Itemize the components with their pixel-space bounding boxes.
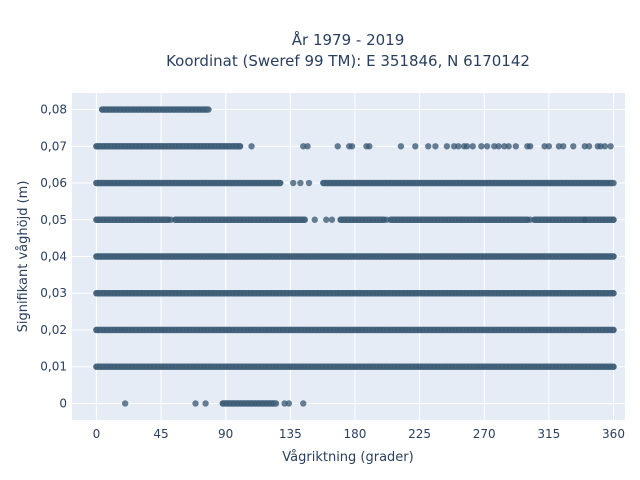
scatter-point [505,143,512,150]
scatter-point [276,179,283,187]
scatter-point [300,400,307,407]
scatter-point [495,143,502,150]
scatter-point [304,143,311,150]
x-tick-label: 90 [218,427,233,441]
scatter-point [585,143,593,150]
y-tick-label: 0,05 [40,213,67,227]
scatter-point [478,143,485,150]
scatter-point [328,216,336,223]
point-band [93,290,617,297]
x-axis-title: Vågriktning (grader) [282,450,413,465]
scatter-point [601,143,609,150]
point-band [93,216,617,223]
scatter-point [203,106,210,113]
scatter-point [323,216,330,223]
scatter-point [607,143,614,150]
scatter-point [383,216,390,223]
chart-title: År 1979 - 2019 Koordinat (Sweref 99 TM):… [166,30,530,70]
y-tick-label: 0,08 [40,103,67,117]
x-axis-ticks: 0 45 90 135 180 225 270 315 360 [93,427,625,441]
point-band [93,143,614,150]
scatter-point [121,400,129,407]
scatter-point [560,143,567,150]
y-tick-label: 0 [59,396,67,410]
scatter-point [610,216,617,223]
x-tick-label: 225 [408,427,431,441]
x-tick-label: 270 [473,427,496,441]
scatter-point [397,143,405,150]
y-tick-label: 0,07 [40,139,67,153]
scatter-point [455,143,462,150]
scatter-point [610,363,617,370]
scatter-point [297,179,304,187]
y-tick-label: 0,04 [40,250,67,264]
chart-title-line-1: År 1979 - 2019 [292,30,405,49]
point-band [121,400,307,407]
scatter-point [463,143,471,150]
scatter-point [305,179,313,187]
scatter-point [236,143,244,150]
x-tick-label: 0 [93,427,101,441]
y-axis-ticks: 0 0,01 0,02 0,03 0,04 0,05 0,06 0,07 0,08 [40,103,67,411]
point-band [98,106,212,113]
scatter-point [334,143,341,150]
scatter-point [192,400,199,407]
x-tick-label: 180 [344,427,367,441]
y-tick-label: 0,01 [40,360,67,374]
x-tick-label: 135 [279,427,302,441]
y-tick-label: 0,02 [40,323,67,337]
y-tick-label: 0,06 [40,176,67,190]
x-tick-label: 45 [153,427,168,441]
scatter-point [527,216,534,223]
scatter-point [269,400,277,407]
y-tick-label: 0,03 [40,286,67,300]
scatter-point [167,216,175,223]
scatter-point [483,143,491,150]
scatter-point [412,143,419,150]
scatter-point [202,400,209,407]
scatter-point [425,143,432,150]
scatter-point [443,143,451,150]
scatter-point [301,216,308,223]
scatter-point [610,326,617,334]
scatter-point [512,143,520,150]
scatter-point [290,179,297,187]
scatter-point [366,143,373,150]
scatter-point [432,143,439,150]
x-tick-label: 315 [537,427,560,441]
scatter-point [610,253,617,260]
scatter-points [93,106,617,407]
scatter-point [348,143,356,150]
scatter-point [527,143,534,150]
scatter-point [610,290,617,297]
y-axis-title: Signifikant våghöjd (m) [16,181,31,333]
scatter-point [311,216,318,223]
scatter-point [469,143,476,150]
chart-title-line-2: Koordinat (Sweref 99 TM): E 351846, N 61… [166,52,530,70]
scatter-point [581,216,588,223]
x-tick-label: 360 [602,427,625,441]
scatter-point [607,179,614,187]
scatter-point [570,143,577,150]
point-band [93,253,617,260]
scatter-point [545,143,553,150]
scatter-point [285,400,293,407]
scatter-point [248,143,255,150]
point-band [93,363,617,370]
point-band [93,179,617,187]
point-band [93,326,617,334]
